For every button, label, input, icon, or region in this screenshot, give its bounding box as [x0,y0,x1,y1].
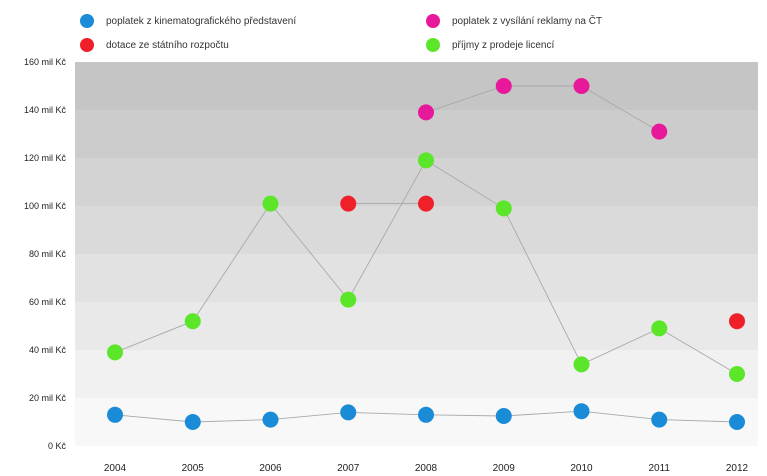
x-tick-label: 2007 [337,463,360,474]
data-point [495,78,512,94]
legend-swatch [80,38,94,52]
legend-item-state-subsidy: dotace ze státního rozpočtu [80,36,229,54]
x-tick-label: 2008 [415,463,438,474]
y-tick-label: 60 mil Kč [29,297,67,307]
x-tick-label: 2009 [493,463,516,474]
grid-band [75,350,758,398]
x-tick-label: 2011 [648,463,670,474]
grid-band [75,206,758,254]
legend-label: příjmy z prodeje licencí [452,39,555,51]
data-point [651,123,668,140]
y-tick-label: 80 mil Kč [29,249,67,259]
data-point [340,195,357,212]
grid-band [75,62,758,110]
data-point [729,366,745,382]
legend-label: poplatek z vysílání reklamy na ČT [452,15,603,27]
y-tick-label: 20 mil Kč [29,393,67,403]
legend-swatch [426,38,440,52]
legend-item-cinema-fee: poplatek z kinematografického představen… [80,12,296,30]
data-point [262,411,279,428]
series-line-2 [425,85,660,132]
data-point [573,78,590,94]
y-tick-label: 120 mil Kč [24,153,67,163]
data-point [495,408,512,424]
x-tick-label: 2010 [570,463,593,474]
legend-item-ct-advertising-fee: poplatek z vysílání reklamy na ČT [426,12,602,30]
data-point [340,291,357,308]
data-point [573,356,590,373]
data-point [729,313,745,330]
y-tick-label: 40 mil Kč [29,345,67,355]
legend-label: poplatek z kinematografického představen… [106,15,297,27]
data-point [418,152,434,169]
legend-swatch [426,14,440,28]
data-point [184,313,201,330]
grid-band [75,254,758,302]
data-point [651,320,668,337]
data-point [495,200,512,217]
data-point [729,414,745,430]
y-tick-label: 140 mil Kč [24,105,67,115]
data-point [262,195,279,212]
data-point [418,406,434,423]
x-tick-label: 2006 [259,463,282,474]
data-point [184,414,201,430]
data-point [340,404,357,421]
y-tick-label: 100 mil Kč [24,201,67,211]
legend-label: dotace ze státního rozpočtu [106,39,229,51]
x-tick-label: 2012 [726,463,749,474]
data-point [651,411,668,428]
legend-item-license-income: příjmy z prodeje licencí [426,36,554,54]
y-tick-label: 160 mil Kč [24,57,67,67]
x-tick-label: 2005 [182,463,205,474]
data-point [418,104,434,121]
data-point [418,195,434,212]
grid-band [75,110,758,158]
x-tick-label: 2004 [104,463,127,474]
data-point [573,403,590,420]
data-point [107,344,123,361]
grid-band [75,158,758,206]
data-point [107,406,123,423]
y-tick-label: 0 Kč [48,441,67,451]
legend-swatch [80,14,94,28]
